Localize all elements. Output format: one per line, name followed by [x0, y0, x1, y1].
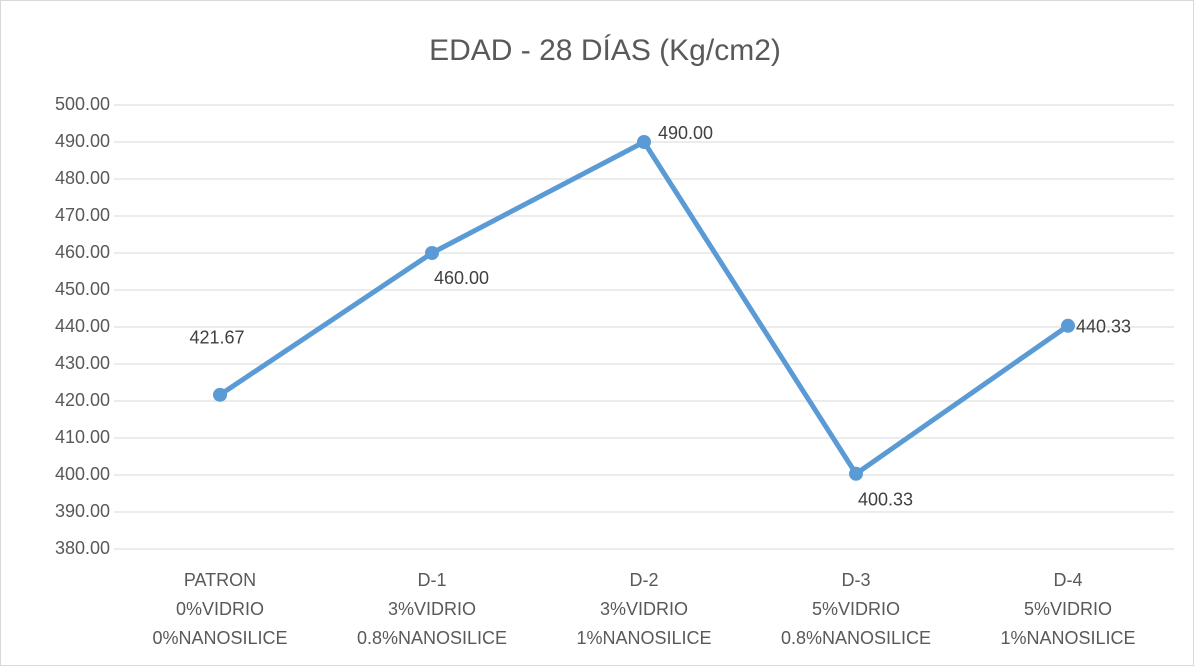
x-tick-label: 3%VIDRIO [600, 599, 688, 619]
x-tick-label: 1%NANOSILICE [1000, 628, 1135, 648]
data-label: 460.00 [434, 268, 489, 288]
marker [637, 135, 651, 149]
y-tick-label: 420.00 [55, 390, 110, 410]
marker [213, 387, 227, 402]
data-label: 400.33 [858, 490, 913, 510]
data-label: 421.67 [189, 328, 244, 348]
y-tick-label: 460.00 [55, 242, 110, 262]
x-tick-label: 0%VIDRIO [176, 599, 264, 619]
x-tick-label: D-3 [841, 570, 870, 590]
y-tick-label: 480.00 [55, 168, 110, 188]
y-tick-label: 390.00 [55, 501, 110, 521]
data-label: 440.33 [1076, 317, 1131, 337]
x-tick-label: 5%VIDRIO [1024, 599, 1112, 619]
y-tick-label: 380.00 [55, 538, 110, 558]
y-tick-label: 450.00 [55, 279, 110, 299]
y-tick-label: 500.00 [55, 94, 110, 114]
y-tick-label: 400.00 [55, 464, 110, 484]
x-tick-label: 5%VIDRIO [812, 599, 900, 619]
x-tick-label: PATRON [184, 570, 256, 590]
x-tick-label: 0%NANOSILICE [152, 628, 287, 648]
data-label: 490.00 [658, 123, 713, 143]
x-tick-label: D-1 [417, 570, 446, 590]
marker [425, 246, 439, 260]
marker [849, 466, 863, 481]
y-tick-label: 490.00 [55, 131, 110, 151]
x-tick-label: D-2 [629, 570, 658, 590]
y-tick-label: 410.00 [55, 427, 110, 447]
x-tick-label: 0.8%NANOSILICE [357, 628, 507, 648]
x-tick-label: 0.8%NANOSILICE [781, 628, 931, 648]
y-tick-label: 440.00 [55, 316, 110, 336]
y-tick-label: 470.00 [55, 205, 110, 225]
chart-title: EDAD - 28 DÍAS (Kg/cm2) [429, 34, 781, 67]
y-tick-label: 430.00 [55, 353, 110, 373]
x-tick-label: D-4 [1053, 570, 1082, 590]
marker [1061, 318, 1075, 333]
x-tick-label: 3%VIDRIO [388, 599, 476, 619]
x-tick-label: 1%NANOSILICE [576, 628, 711, 648]
